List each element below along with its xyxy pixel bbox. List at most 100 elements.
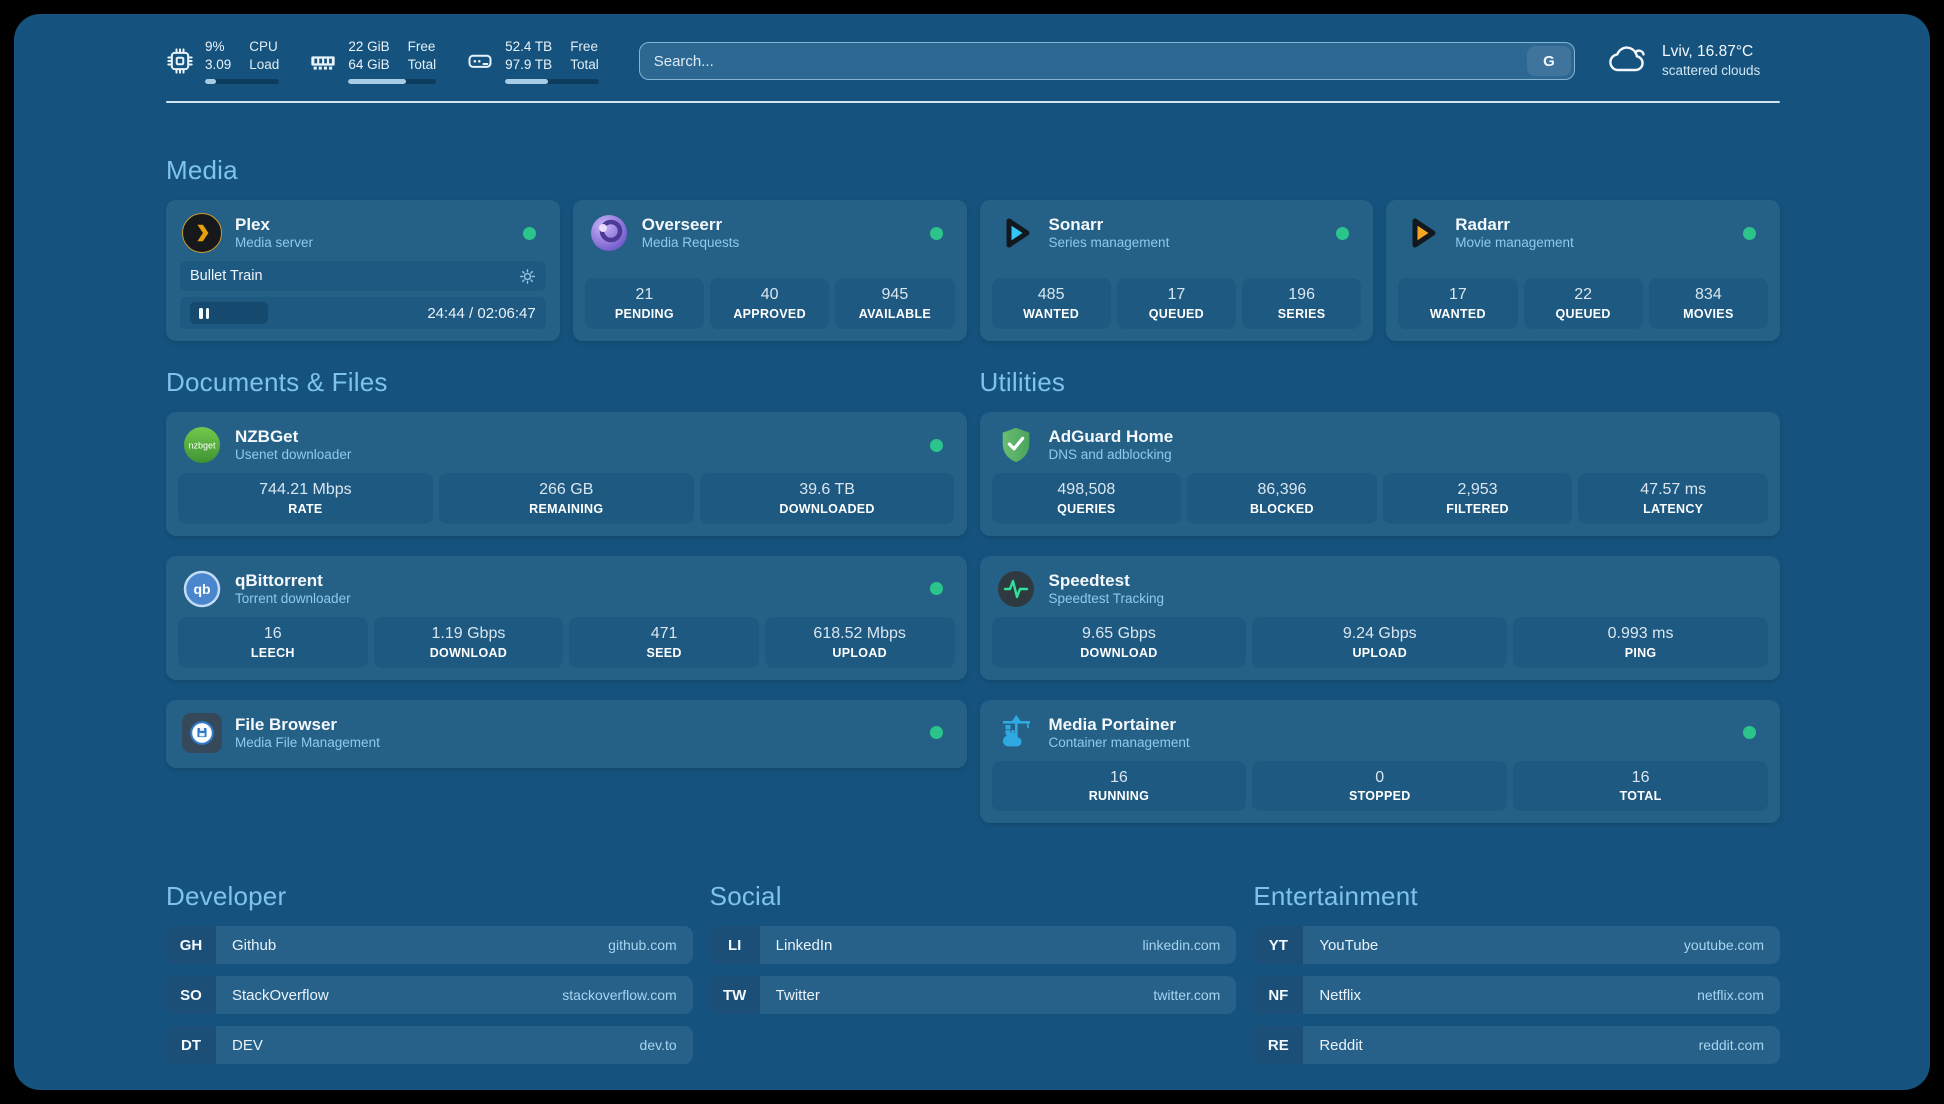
speedtest-icon [996, 569, 1036, 609]
stat-tile: 47.57 ms LATENCY [1578, 473, 1768, 524]
search-engine-button[interactable]: G [1527, 46, 1571, 76]
cpu-usage-label: CPU [249, 39, 278, 55]
app-description: Usenet downloader [235, 447, 352, 463]
status-dot [1743, 726, 1756, 740]
search-input[interactable] [638, 42, 1575, 80]
radarr-card[interactable]: Radarr Movie management 17 WANTED 22 QUE… [1386, 200, 1780, 341]
cpu-load-value: 3.09 [205, 57, 232, 72]
filebrowser-icon [182, 712, 222, 753]
stat-tile: 22 QUEUED [1523, 278, 1643, 329]
app-description: DNS and adblocking [1048, 447, 1172, 463]
portainer-card[interactable]: Media Portainer Container management 16 … [979, 699, 1780, 824]
bookmark-url: youtube.com [1683, 937, 1764, 954]
stat-tile: 9.65 Gbps DOWNLOAD [991, 616, 1247, 668]
disk-total-value: 97.9 TB [505, 57, 553, 72]
header-divider [166, 101, 1780, 103]
disk-stat: 52.4 TB 97.9 TB Free Total [466, 38, 599, 84]
memory-free-label: Free [407, 39, 436, 55]
now-playing-row: Bullet Train [180, 261, 546, 291]
sonarr-icon [996, 213, 1036, 253]
bookmark-youtube[interactable]: YT YouTube youtube.com [1253, 926, 1780, 965]
bookmark-linkedin[interactable]: LI LinkedIn linkedin.com [709, 926, 1237, 965]
sonarr-card[interactable]: Sonarr Series management 485 WANTED 17 Q… [979, 200, 1374, 341]
memory-total-label: Total [407, 57, 437, 72]
playback-time: 24:44 / 02:06:47 [427, 304, 536, 322]
stat-tile: 9.24 Gbps UPLOAD [1252, 616, 1508, 668]
entertainment-column: Entertainment YT YouTube youtube.com NF … [1253, 881, 1780, 1076]
status-dot [1336, 226, 1350, 240]
settings-gear-icon[interactable] [519, 268, 536, 285]
radarr-icon [1402, 213, 1442, 253]
app-description: Media File Management [235, 734, 380, 750]
stat-tile: 40 APPROVED [710, 278, 830, 329]
search-bar: G [638, 42, 1575, 80]
disk-free-label: Free [570, 39, 598, 55]
media-cards-row: Plex Media server Bullet Train [166, 200, 1780, 341]
stat-tile: 2,953 FILTERED [1382, 473, 1573, 524]
stat-tile: 498,508 QUERIES [991, 473, 1182, 524]
cpu-usage-value: 9% [205, 39, 225, 55]
bookmark-abbr: LI [709, 926, 760, 965]
bookmark-reddit[interactable]: RE Reddit reddit.com [1253, 1026, 1780, 1065]
app-description: Speedtest Tracking [1048, 590, 1165, 606]
disk-free-value: 52.4 TB [505, 39, 553, 55]
stat-tile: 0 STOPPED [1252, 760, 1508, 812]
weather-widget[interactable]: Lviv, 16.87°C scattered clouds [1605, 41, 1780, 82]
stat-tile: 196 SERIES [1242, 278, 1362, 329]
filebrowser-card[interactable]: File Browser Media File Management [166, 699, 967, 768]
weather-condition: scattered clouds [1662, 63, 1761, 79]
stat-tile: 16 LEECH [178, 616, 368, 668]
adguard-card[interactable]: AdGuard Home DNS and adblocking 498,508 … [979, 412, 1780, 536]
section-title-media: Media [166, 155, 238, 185]
bookmark-url: twitter.com [1153, 987, 1221, 1004]
app-name: NZBGet [235, 426, 299, 446]
bookmark-stackoverflow[interactable]: SO StackOverflow stackoverflow.com [166, 976, 693, 1015]
bookmark-dev[interactable]: DT DEV dev.to [166, 1026, 693, 1065]
qbittorrent-card[interactable]: qb qBittorrent Torrent downloader 16 LEE… [166, 555, 967, 680]
bookmark-abbr: GH [166, 926, 216, 965]
developer-column: Developer GH Github github.com SO StackO… [166, 881, 693, 1076]
status-dot [522, 226, 536, 240]
bookmark-netflix[interactable]: NF Netflix netflix.com [1253, 976, 1780, 1015]
bookmark-name: Reddit [1319, 1036, 1363, 1054]
stat-tile: 945 AVAILABLE [835, 278, 955, 329]
memory-free-value: 22 GiB [348, 39, 390, 55]
bookmark-name: Twitter [775, 986, 820, 1004]
app-name: Plex [235, 214, 270, 234]
stat-tile: 471 SEED [569, 616, 759, 668]
portainer-icon [996, 713, 1036, 753]
bookmark-twitter[interactable]: TW Twitter twitter.com [709, 976, 1237, 1015]
speedtest-card[interactable]: Speedtest Speedtest Tracking 9.65 Gbps D… [979, 555, 1780, 680]
memory-stat: 22 GiB 64 GiB Free Total [309, 38, 437, 84]
cpu-load-label: Load [249, 57, 280, 72]
utilities-column: Utilities AdGuard Home [979, 367, 1780, 824]
cpu-stat: 9% 3.09 CPU Load [166, 38, 280, 84]
overseerr-card[interactable]: Overseerr Media Requests 21 PENDING 40 A… [572, 200, 967, 341]
plex-now-playing: Bullet Train 24:44 / 02:06:47 [178, 261, 548, 329]
bookmark-github[interactable]: GH Github github.com [166, 926, 693, 965]
bookmark-name: Github [232, 936, 277, 954]
bookmark-name: Netflix [1319, 986, 1362, 1004]
now-playing-title: Bullet Train [190, 268, 263, 284]
bookmark-url: linkedin.com [1142, 937, 1221, 954]
bookmark-name: YouTube [1319, 936, 1379, 954]
memory-icon [309, 47, 337, 75]
bookmark-abbr: RE [1253, 1026, 1304, 1065]
bookmark-url: netflix.com [1697, 987, 1764, 1004]
plex-card[interactable]: Plex Media server Bullet Train [166, 200, 560, 341]
bookmark-url: reddit.com [1698, 1037, 1764, 1054]
weather-location-temp: Lviv, 16.87°C [1662, 43, 1754, 61]
disk-progress-bar [505, 78, 599, 84]
stat-tile: 17 WANTED [1398, 278, 1518, 329]
nzbget-card[interactable]: nzbget NZBGet Usenet downloader 744.21 M… [166, 412, 967, 536]
bookmark-abbr: DT [166, 1026, 216, 1065]
app-description: Series management [1048, 235, 1170, 251]
pause-button[interactable] [190, 302, 268, 324]
app-name: Media Portainer [1048, 714, 1177, 734]
status-dot [929, 582, 943, 596]
status-dot [1743, 226, 1756, 240]
status-dot [929, 438, 943, 452]
status-dot [929, 726, 943, 740]
app-name: qBittorrent [235, 570, 323, 590]
overseerr-icon [589, 213, 629, 253]
